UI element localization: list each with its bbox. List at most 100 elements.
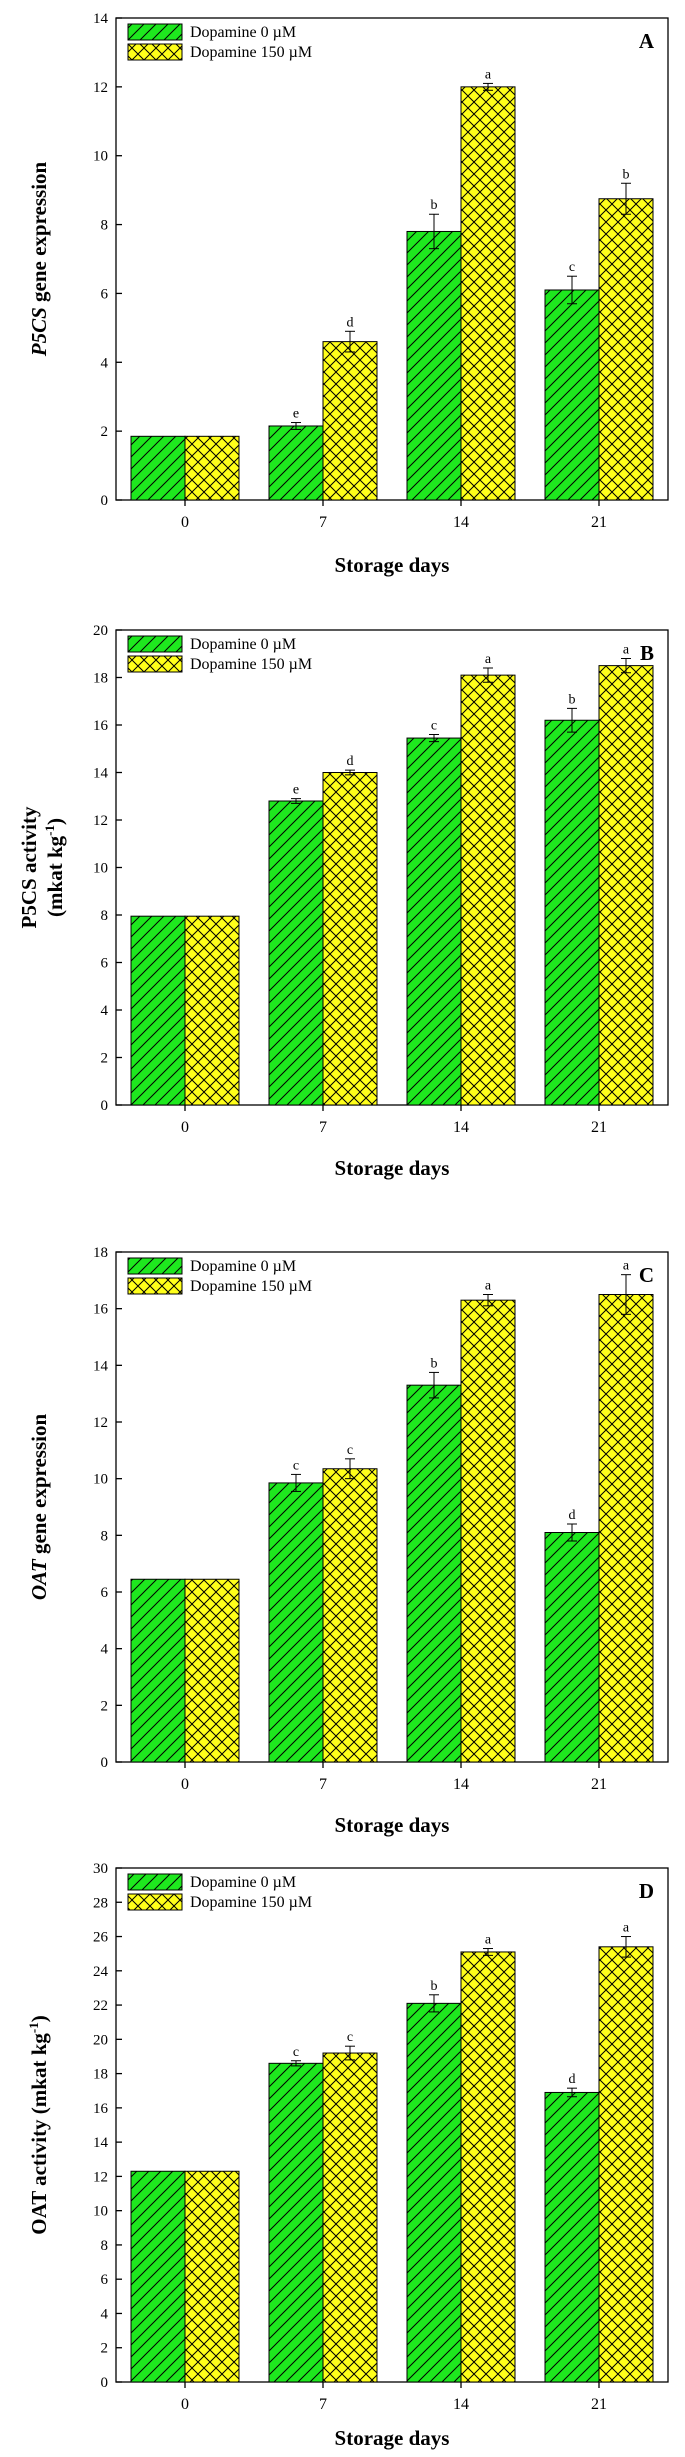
significance-letter: a	[485, 1279, 492, 1294]
chart-panel-c: 0 2 4 6 8 10 12 14 16 18 0 7 c c 14 b a 21 d a Dopamine 0 µM…	[0, 1220, 685, 1840]
bar-dopamine-0	[268, 800, 324, 1106]
y-tick-label: 4	[101, 2306, 109, 2322]
y-tick-label: 4	[101, 355, 109, 371]
x-tick-label: 7	[319, 2396, 327, 2413]
legend-label: Dopamine 150 µM	[190, 1894, 312, 1911]
bar-dopamine-0	[406, 1384, 462, 1763]
significance-letter: c	[293, 2045, 299, 2060]
legend-swatch	[127, 23, 183, 41]
x-axis-title: Storage days	[335, 1813, 450, 1837]
legend-swatch	[127, 1873, 183, 1891]
legend-label: Dopamine 0 µM	[190, 1874, 296, 1891]
significance-letter: b	[431, 1356, 438, 1371]
y-tick-label: 6	[101, 286, 109, 302]
significance-letter: a	[485, 652, 492, 667]
chart-panel-b: 0 2 4 6 8 10 12 14 16 18 20 0 7 e d 14 c a 21 b a Dopamine 0 …	[0, 600, 685, 1220]
x-tick-label: 0	[181, 1776, 189, 1793]
y-tick-label: 10	[93, 149, 108, 165]
y-tick-label: 20	[93, 2032, 108, 2048]
x-tick-label: 7	[319, 514, 327, 531]
significance-letter: a	[485, 1933, 492, 1948]
panel-letter: A	[639, 29, 655, 53]
y-tick-label: 0	[101, 1755, 109, 1771]
bar-dopamine-150	[460, 674, 516, 1106]
significance-letter: a	[623, 1921, 630, 1936]
bar-dopamine-0	[130, 1578, 186, 1763]
legend-swatch	[127, 655, 183, 673]
bar-dopamine-0	[544, 719, 600, 1106]
y-tick-label: 2	[101, 424, 109, 440]
legend-label: Dopamine 150 µM	[190, 1278, 312, 1295]
legend-swatch	[127, 1893, 183, 1911]
x-tick-label: 7	[319, 1119, 327, 1136]
y-axis-title-text: P5CS gene expression	[27, 161, 51, 357]
x-tick-label: 14	[453, 1119, 469, 1136]
bar-dopamine-150	[460, 1299, 516, 1763]
legend-label: Dopamine 150 µM	[190, 656, 312, 673]
y-tick-label: 28	[93, 1895, 108, 1911]
bar-dopamine-0	[268, 2062, 324, 2383]
y-axis-title: OAT activity (mkat kg-1)	[26, 2015, 51, 2234]
bar-dopamine-150	[184, 915, 240, 1106]
bar-dopamine-0	[130, 915, 186, 1106]
y-tick-label: 12	[93, 813, 108, 829]
x-tick-label: 0	[181, 2396, 189, 2413]
bar-dopamine-150	[322, 2052, 378, 2383]
panel-letter: C	[639, 1263, 654, 1287]
y-tick-label: 16	[93, 1302, 109, 1318]
y-tick-label: 20	[93, 623, 108, 639]
significance-letter: c	[569, 260, 575, 275]
x-tick-label: 14	[453, 514, 469, 531]
significance-letter: c	[431, 719, 437, 734]
bar-dopamine-0	[406, 230, 462, 501]
x-tick-label: 21	[591, 2396, 607, 2413]
y-tick-label: 4	[101, 1642, 109, 1658]
x-tick-label: 7	[319, 1776, 327, 1793]
bar-dopamine-0	[130, 2170, 186, 2383]
y-tick-label: 10	[93, 861, 108, 877]
legend-swatch	[127, 635, 183, 653]
y-tick-label: 10	[93, 2204, 108, 2220]
y-tick-label: 4	[101, 1003, 109, 1019]
x-axis-title: Storage days	[335, 2426, 450, 2450]
y-axis-title: P5CS activity (mkat kg-1)	[17, 806, 67, 928]
y-tick-label: 12	[93, 1415, 108, 1431]
y-tick-label: 30	[93, 1861, 108, 1877]
bar-dopamine-0	[544, 1532, 600, 1763]
bar-dopamine-150	[460, 86, 516, 501]
bar-dopamine-0	[130, 435, 186, 501]
plot-frame	[115, 1867, 669, 2383]
significance-letter: d	[569, 2072, 576, 2087]
y-tick-label: 2	[101, 1051, 109, 1067]
plot-frame	[115, 17, 669, 501]
chart-b-svg: 0 2 4 6 8 10 12 14 16 18 20 0 7 e d 14 c a 21 b a Dopamine 0 …	[17, 623, 669, 1180]
x-tick-label: 0	[181, 1119, 189, 1136]
significance-letter: e	[293, 407, 299, 422]
panel-letter: D	[639, 1879, 654, 1903]
y-tick-label: 0	[101, 493, 109, 509]
y-axis-title-line2: (mkat kg-1)	[42, 818, 67, 917]
y-tick-label: 14	[93, 2135, 109, 2151]
y-tick-label: 18	[93, 1245, 108, 1261]
bar-dopamine-150	[598, 1294, 654, 1763]
y-axis-title: OAT gene expression	[27, 1414, 51, 1601]
y-tick-label: 14	[93, 766, 109, 782]
bar-dopamine-0	[268, 425, 324, 501]
y-tick-label: 6	[101, 956, 109, 972]
bar-dopamine-150	[184, 1578, 240, 1763]
legend-label: Dopamine 0 µM	[190, 636, 296, 653]
bar-dopamine-150	[322, 772, 378, 1106]
significance-letter: a	[623, 643, 630, 658]
y-tick-label: 14	[93, 11, 109, 27]
chart-panel-a: 0 2 4 6 8 10 12 14 0 7 e d 14 b a 21 c b Dopamine 0 µM Dopa…	[0, 0, 685, 600]
x-tick-label: 14	[453, 1776, 469, 1793]
x-tick-label: 0	[181, 514, 189, 531]
legend-swatch	[127, 1277, 183, 1295]
y-tick-label: 26	[93, 1930, 109, 1946]
significance-letter: b	[431, 1979, 438, 1994]
x-axis-title: Storage days	[335, 553, 450, 577]
x-tick-label: 21	[591, 1119, 607, 1136]
bar-dopamine-150	[322, 341, 378, 501]
x-axis-title: Storage days	[335, 1156, 450, 1180]
bar-dopamine-150	[598, 198, 654, 501]
